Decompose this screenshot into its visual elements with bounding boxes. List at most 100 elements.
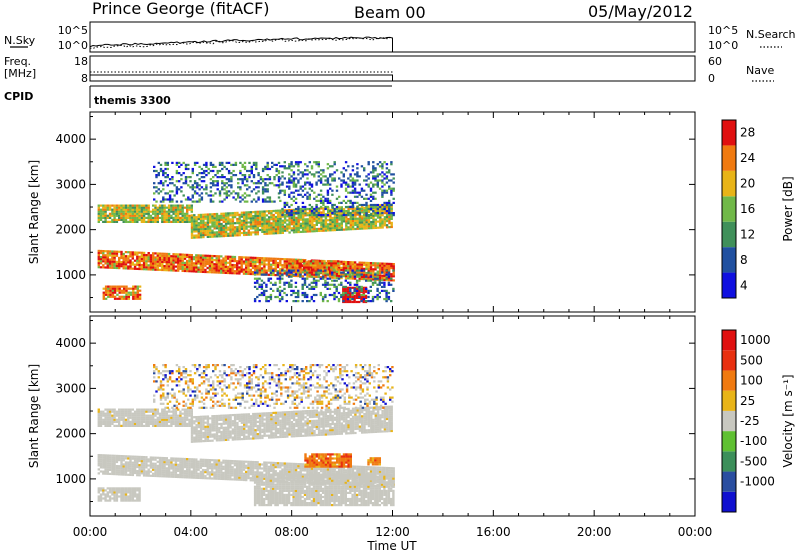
heatmap-cell	[247, 469, 249, 471]
heatmap-cell	[286, 223, 288, 225]
heatmap-cell	[340, 284, 342, 286]
heatmap-cell	[141, 207, 143, 209]
heatmap-cell	[241, 262, 243, 264]
heatmap-cell	[386, 216, 388, 218]
heatmap-cell	[193, 475, 195, 477]
heatmap-cell	[214, 180, 216, 182]
heatmap-cell	[136, 207, 138, 209]
heatmap-cell	[143, 221, 145, 223]
heatmap-cell	[148, 217, 150, 219]
heatmap-cell	[375, 221, 377, 223]
heatmap-cell	[288, 270, 290, 272]
heatmap-cell	[197, 475, 199, 477]
heatmap-cell	[347, 298, 349, 300]
heatmap-cell	[186, 474, 188, 476]
heatmap-cell	[330, 268, 332, 270]
heatmap-cell	[374, 278, 376, 280]
heatmap-cell	[255, 182, 257, 184]
heatmap-cell	[226, 186, 228, 188]
heatmap-cell	[361, 196, 363, 198]
heatmap-cell	[304, 292, 306, 294]
heatmap-cell	[138, 268, 140, 270]
heatmap-cell	[141, 266, 143, 268]
heatmap-cell	[304, 182, 306, 184]
heatmap-cell	[393, 279, 395, 281]
heatmap-cell	[152, 467, 154, 469]
heatmap-cell	[188, 460, 190, 462]
heatmap-cell	[148, 207, 150, 209]
heatmap-cell	[370, 221, 372, 223]
heatmap-cell	[386, 167, 388, 169]
heatmap-cell	[254, 233, 256, 235]
heatmap-cell	[350, 224, 352, 226]
heatmap-cell	[220, 462, 222, 464]
heatmap-cell	[239, 201, 241, 203]
heatmap-cell	[336, 186, 338, 188]
heatmap-cell	[229, 466, 231, 468]
heatmap-cell	[383, 282, 385, 284]
heatmap-cell	[123, 296, 125, 298]
heatmap-cell	[118, 205, 120, 207]
heatmap-cell	[286, 202, 288, 204]
heatmap-cell	[175, 464, 177, 466]
heatmap-cell	[98, 219, 100, 221]
heatmap-cell	[182, 464, 184, 466]
heatmap-cell	[116, 473, 118, 475]
heatmap-cell	[132, 209, 134, 211]
heatmap-cell	[234, 474, 236, 476]
heatmap-cell	[176, 162, 178, 164]
heatmap-cell	[158, 188, 160, 190]
heatmap-cell	[261, 288, 263, 290]
heatmap-cell	[345, 265, 347, 267]
heatmap-cell	[275, 216, 277, 218]
heatmap-cell	[166, 459, 168, 461]
heatmap-cell	[266, 227, 268, 229]
heatmap-cell	[179, 258, 181, 260]
heatmap-cell	[286, 186, 288, 188]
heatmap-cell	[256, 282, 258, 284]
heatmap-cell	[214, 166, 216, 168]
heatmap-cell	[313, 294, 315, 296]
heatmap-cell	[184, 254, 186, 256]
heatmap-cell	[160, 180, 162, 182]
heatmap-cell	[386, 214, 388, 216]
heatmap-cell	[227, 470, 229, 472]
heatmap-cell	[265, 290, 267, 292]
heatmap-cell	[98, 464, 100, 466]
heatmap-cell	[148, 252, 150, 254]
heatmap-cell	[163, 217, 165, 219]
heatmap-cell	[195, 463, 197, 465]
heatmap-cell	[109, 288, 111, 290]
heatmap-cell	[123, 471, 125, 473]
heatmap-cell	[254, 298, 256, 300]
heatmap-cell	[331, 177, 333, 179]
heatmap-cell	[202, 259, 204, 261]
heatmap-cell	[104, 211, 106, 213]
heatmap-cell	[320, 230, 322, 232]
heatmap-cell	[309, 204, 311, 206]
heatmap-cell	[306, 177, 308, 179]
heatmap-cell	[219, 194, 221, 196]
heatmap-cell	[213, 255, 215, 257]
heatmap-cell	[320, 182, 322, 184]
heatmap-cell	[335, 260, 337, 262]
heatmap-cell	[166, 215, 168, 217]
heatmap-cell	[191, 462, 193, 464]
heatmap-cell	[123, 221, 125, 223]
heatmap-cell	[200, 261, 202, 263]
heatmap-cell	[175, 211, 177, 213]
heatmap-cell	[263, 263, 265, 265]
heatmap-cell	[304, 280, 306, 282]
heatmap-cell	[261, 463, 263, 465]
heatmap-cell	[102, 256, 104, 258]
heatmap-cell	[288, 179, 290, 181]
heatmap-cell	[327, 182, 329, 184]
heatmap-cell	[162, 182, 164, 184]
heatmap-cell	[235, 174, 237, 176]
heatmap-cell	[107, 463, 109, 465]
heatmap-cell	[315, 280, 317, 282]
heatmap-cell	[313, 175, 315, 177]
heatmap-cell	[175, 472, 177, 474]
heatmap-cell	[134, 294, 136, 296]
heatmap-cell	[193, 268, 195, 270]
